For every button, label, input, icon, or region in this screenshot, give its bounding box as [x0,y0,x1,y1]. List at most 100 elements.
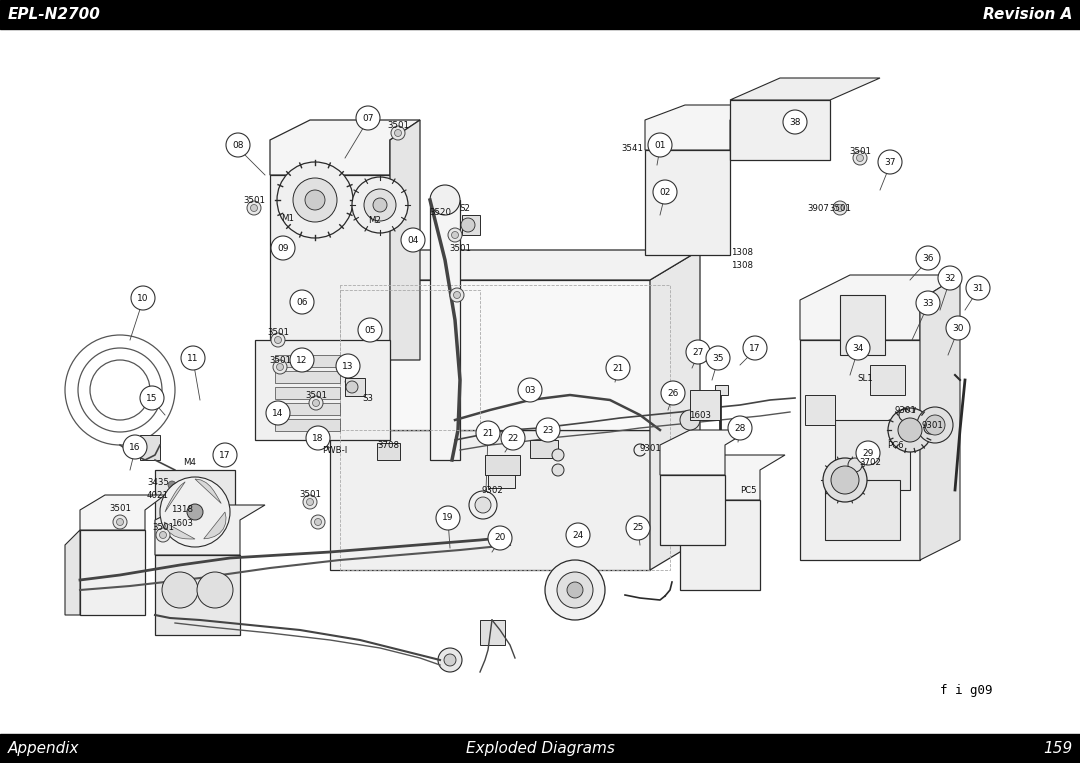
Circle shape [916,246,940,270]
Circle shape [168,481,176,489]
Text: 3501: 3501 [305,391,327,400]
Text: 3501: 3501 [269,356,291,365]
Circle shape [213,443,237,467]
Text: 23: 23 [542,426,554,434]
Circle shape [653,180,677,204]
Polygon shape [825,480,900,540]
Circle shape [131,286,156,310]
Polygon shape [390,120,420,360]
Polygon shape [275,419,340,431]
Polygon shape [805,395,835,425]
Circle shape [181,346,205,370]
Circle shape [728,416,752,440]
Text: 1603: 1603 [689,410,711,420]
Polygon shape [330,430,650,570]
Circle shape [454,291,460,298]
Polygon shape [650,250,700,570]
Polygon shape [164,522,195,539]
Polygon shape [430,200,460,460]
Text: 3520: 3520 [429,208,451,217]
Circle shape [305,190,325,210]
Circle shape [117,519,123,526]
Polygon shape [488,470,515,488]
Polygon shape [730,100,831,160]
Text: M4: M4 [184,458,197,466]
Text: 01: 01 [654,140,665,150]
Circle shape [853,151,867,165]
Text: 12: 12 [296,356,308,365]
Polygon shape [165,481,185,512]
Circle shape [160,477,230,547]
Text: PWB-I: PWB-I [322,446,348,455]
Text: 1603: 1603 [171,519,193,527]
Polygon shape [80,530,145,615]
Text: 159: 159 [1043,741,1072,756]
Circle shape [552,449,564,461]
Circle shape [501,426,525,450]
Text: Appendix: Appendix [8,741,80,756]
Circle shape [831,466,859,494]
Text: 1318: 1318 [171,506,193,514]
Circle shape [916,291,940,315]
Circle shape [848,458,862,472]
Circle shape [187,504,203,520]
Text: 33: 33 [922,298,934,307]
Text: 3501: 3501 [829,204,851,213]
Circle shape [266,401,291,425]
Circle shape [394,130,402,137]
Text: S3: S3 [363,394,374,403]
Text: 3708: 3708 [377,440,399,449]
Circle shape [823,458,867,502]
Circle shape [197,572,233,608]
Circle shape [430,185,460,215]
Circle shape [364,189,396,221]
Polygon shape [80,495,165,530]
Circle shape [917,407,953,443]
Text: 9301: 9301 [894,405,916,414]
Text: 3501: 3501 [449,243,471,253]
Polygon shape [275,387,340,399]
Text: 3541: 3541 [621,143,643,153]
Text: 27: 27 [692,347,704,356]
Circle shape [924,415,945,435]
Text: 02: 02 [659,188,671,197]
Circle shape [743,336,767,360]
Circle shape [946,316,970,340]
Text: 32: 32 [944,273,956,282]
Text: 05: 05 [364,326,376,334]
Circle shape [878,150,902,174]
Circle shape [783,110,807,134]
Circle shape [356,106,380,130]
Text: 11: 11 [187,353,199,362]
Polygon shape [270,120,420,175]
Text: 13: 13 [342,362,354,371]
Text: 04: 04 [407,236,419,244]
Text: 35: 35 [712,353,724,362]
Text: 19: 19 [442,513,454,523]
Circle shape [352,177,408,233]
Text: 16: 16 [130,443,140,452]
Text: Exploded Diagrams: Exploded Diagrams [465,741,615,756]
Text: 3702: 3702 [859,458,881,466]
Circle shape [518,378,542,402]
Circle shape [461,218,475,232]
Circle shape [436,506,460,530]
Text: 9301: 9301 [639,443,661,452]
Circle shape [680,410,700,430]
Circle shape [888,408,932,452]
Polygon shape [730,78,880,100]
Text: 30: 30 [953,324,963,333]
Text: S2: S2 [459,204,471,213]
Text: 4021: 4021 [147,491,168,500]
Text: 37: 37 [885,157,895,166]
Circle shape [476,421,500,445]
Circle shape [448,228,462,242]
Circle shape [140,386,164,410]
Polygon shape [530,440,558,458]
Text: 3501: 3501 [109,504,131,513]
Text: 3501: 3501 [849,146,870,156]
Polygon shape [680,500,760,590]
Text: 07: 07 [362,114,374,123]
Circle shape [401,228,426,252]
Text: SL1: SL1 [858,374,873,382]
